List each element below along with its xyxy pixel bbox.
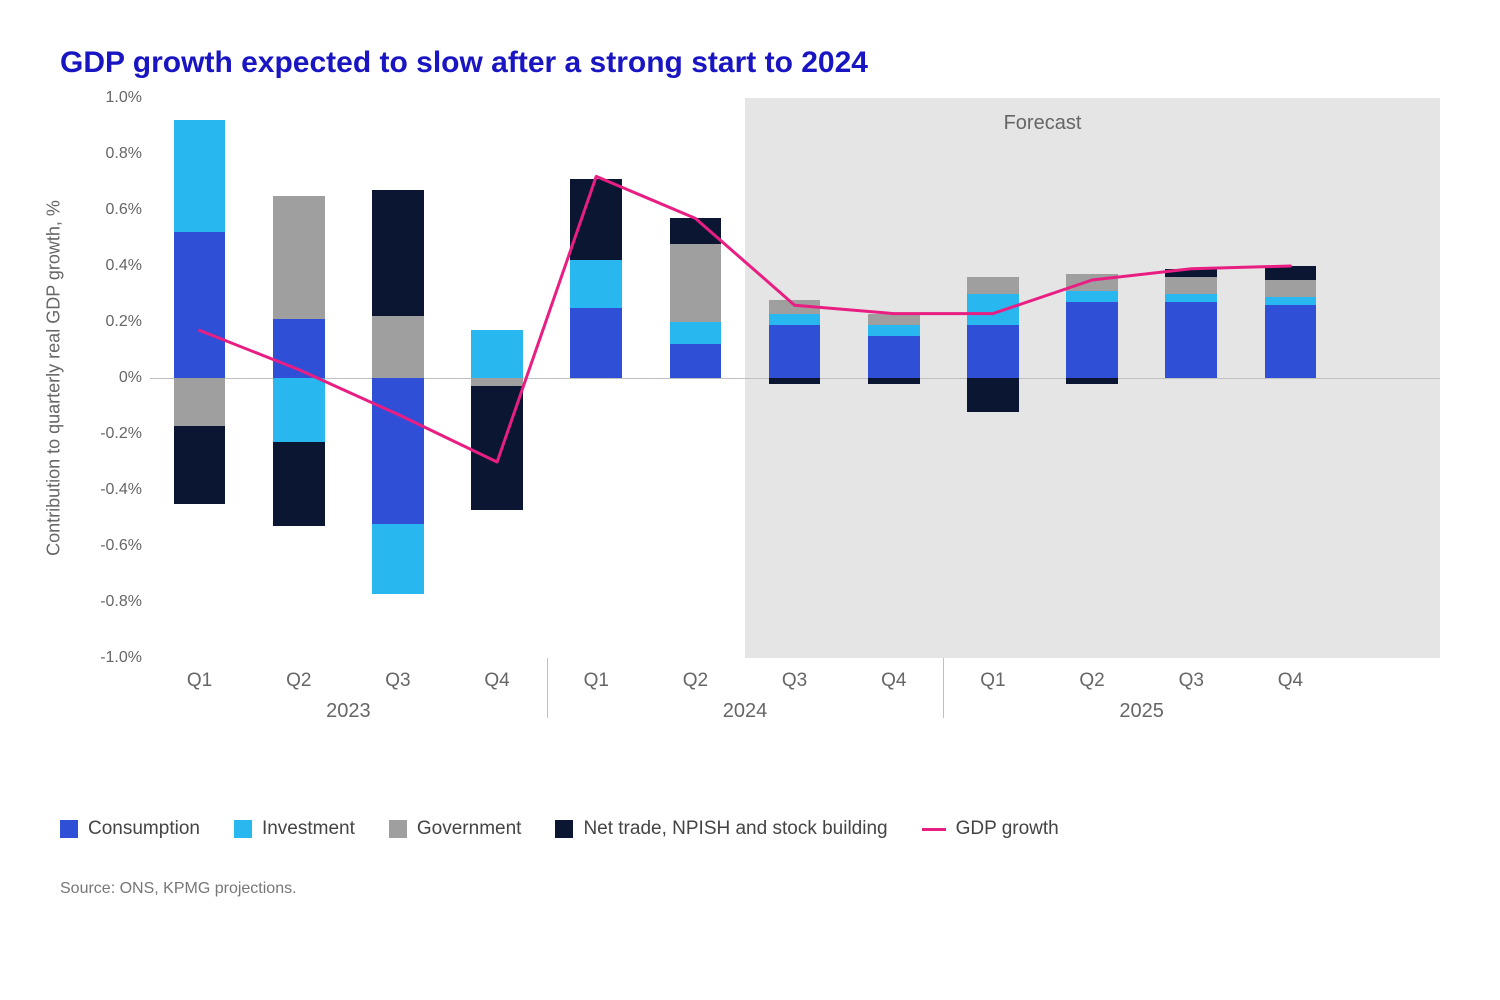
y-tick-label: 0.6%	[106, 201, 142, 219]
x-tick-quarter: Q4	[484, 670, 509, 692]
x-tick-quarter: Q1	[980, 670, 1005, 692]
x-tick-year: 2025	[1119, 700, 1164, 723]
x-tick-quarter: Q3	[1179, 670, 1204, 692]
x-tick-quarter: Q2	[1079, 670, 1104, 692]
x-tick-quarter: Q4	[881, 670, 906, 692]
x-tick-quarter: Q3	[782, 670, 807, 692]
y-tick-label: -0.8%	[100, 593, 142, 611]
chart-area: Contribution to quarterly real GDP growt…	[60, 98, 1440, 658]
legend-label: Consumption	[88, 818, 200, 840]
x-tick-quarter: Q2	[286, 670, 311, 692]
y-tick-label: -0.6%	[100, 537, 142, 555]
x-tick-quarter: Q1	[584, 670, 609, 692]
y-tick-label: 0.8%	[106, 145, 142, 163]
legend-label: Investment	[262, 818, 355, 840]
legend-swatch-box	[389, 820, 407, 838]
y-tick-label: -0.2%	[100, 425, 142, 443]
year-separator	[943, 658, 944, 718]
legend-label: GDP growth	[956, 818, 1059, 840]
legend-swatch-box	[60, 820, 78, 838]
y-tick-label: -1.0%	[100, 649, 142, 667]
legend-item-net_trade: Net trade, NPISH and stock building	[555, 818, 887, 840]
legend-swatch-box	[234, 820, 252, 838]
legend-label: Government	[417, 818, 522, 840]
year-separator	[547, 658, 548, 718]
legend-item-investment: Investment	[234, 818, 355, 840]
y-tick-label: 0%	[119, 369, 142, 387]
legend-swatch-box	[555, 820, 573, 838]
y-tick-label: 1.0%	[106, 89, 142, 107]
y-axis-ticks: 1.0%0.8%0.6%0.4%0.2%0%-0.2%-0.4%-0.6%-0.…	[90, 98, 150, 658]
x-tick-quarter: Q1	[187, 670, 212, 692]
legend-swatch-line	[922, 828, 946, 831]
y-tick-label: -0.4%	[100, 481, 142, 499]
legend-item-gdp_line: GDP growth	[922, 818, 1059, 840]
y-tick-label: 0.4%	[106, 257, 142, 275]
plot-region: Forecast	[150, 98, 1440, 658]
y-axis-label-holder: Contribution to quarterly real GDP growt…	[60, 98, 90, 658]
source-text: Source: ONS, KPMG projections.	[60, 880, 1440, 898]
x-tick-year: 2023	[326, 700, 371, 723]
legend-label: Net trade, NPISH and stock building	[583, 818, 887, 840]
y-axis-label: Contribution to quarterly real GDP growt…	[44, 200, 65, 556]
y-tick-label: 0.2%	[106, 313, 142, 331]
legend: Consumption Investment Government Net trade…	[60, 818, 1440, 840]
chart-title: GDP growth expected to slow after a stro…	[60, 46, 1440, 80]
x-tick-quarter: Q4	[1278, 670, 1303, 692]
gdp-growth-line	[200, 176, 1291, 462]
x-axis: Q1 Q2 Q3 Q4 Q1 Q2 Q3 Q4 Q1 Q2 Q3 Q4 2023 2024 2025	[150, 658, 1340, 728]
x-tick-year: 2024	[723, 700, 768, 723]
x-tick-quarter: Q2	[683, 670, 708, 692]
gdp-line-layer	[150, 98, 1340, 658]
legend-item-government: Government	[389, 818, 522, 840]
x-tick-quarter: Q3	[385, 670, 410, 692]
legend-item-consumption: Consumption	[60, 818, 200, 840]
